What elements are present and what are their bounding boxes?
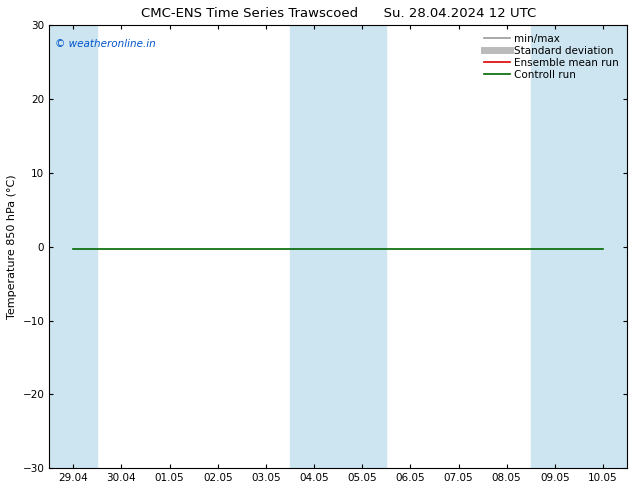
Bar — [531, 25, 627, 468]
Bar — [290, 25, 386, 468]
Legend: min/max, Standard deviation, Ensemble mean run, Controll run: min/max, Standard deviation, Ensemble me… — [481, 30, 622, 83]
Y-axis label: Temperature 850 hPa (°C): Temperature 850 hPa (°C) — [7, 174, 17, 319]
Title: CMC-ENS Time Series Trawscoed      Su. 28.04.2024 12 UTC: CMC-ENS Time Series Trawscoed Su. 28.04.… — [141, 7, 536, 20]
Bar — [49, 25, 98, 468]
Text: © weatheronline.in: © weatheronline.in — [55, 39, 156, 49]
